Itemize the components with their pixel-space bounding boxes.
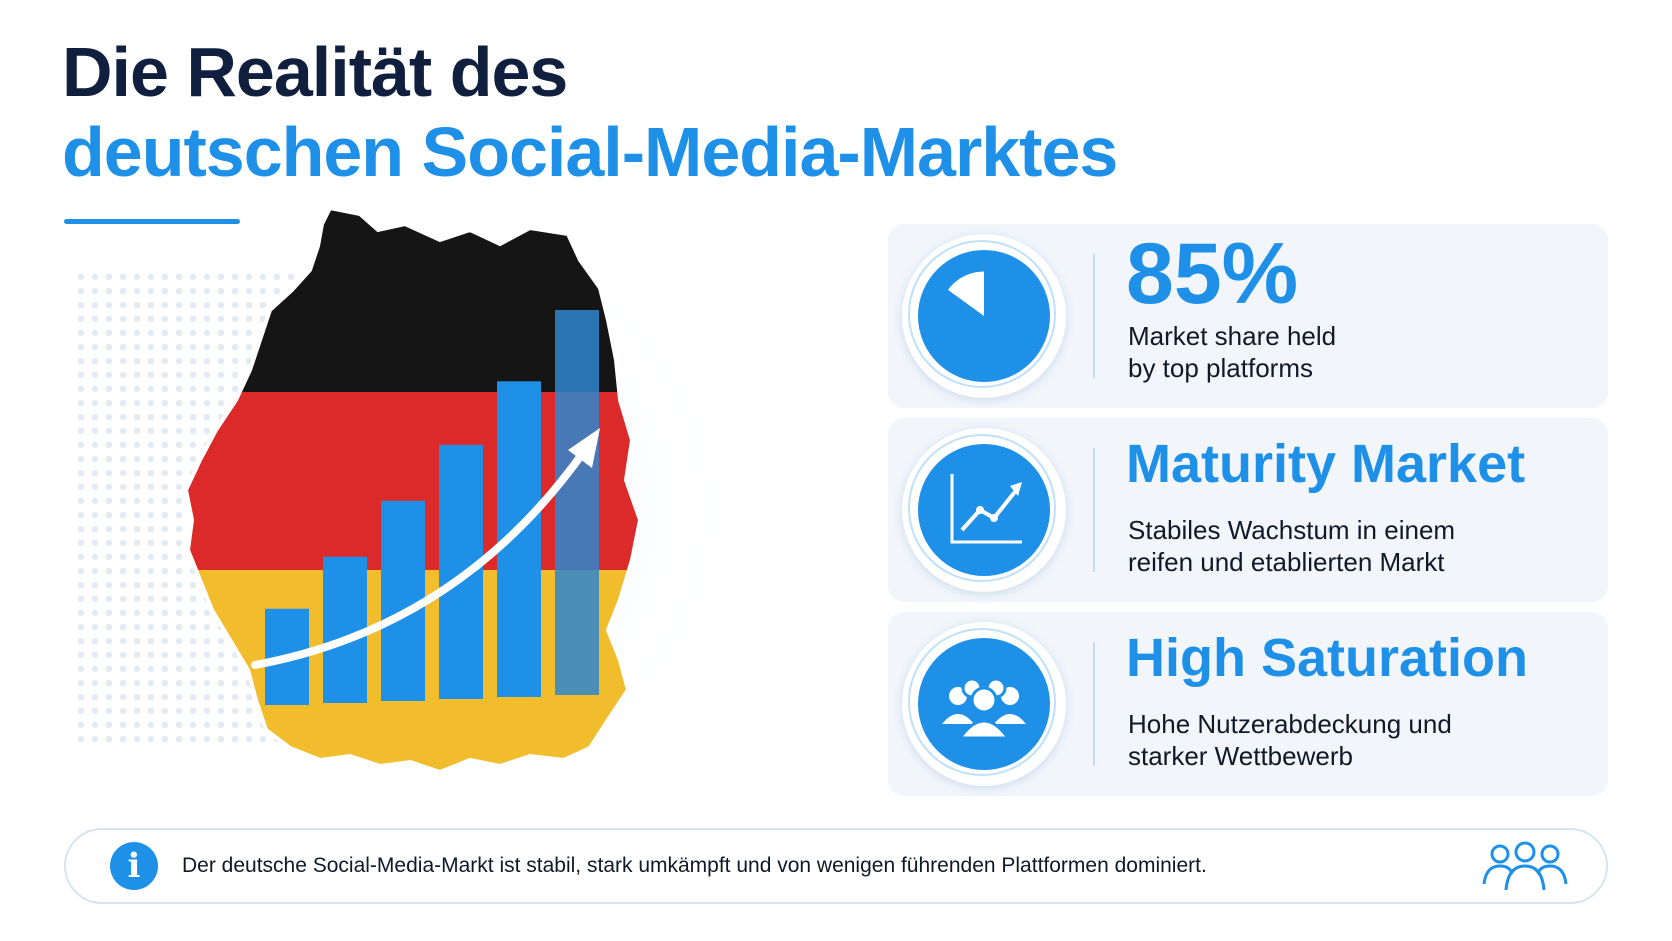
desc-line: reifen und etablierten Markt xyxy=(1128,547,1445,577)
group-icon xyxy=(902,622,1066,786)
rising-bar-chart xyxy=(265,310,599,705)
high-saturation-description: Hohe Nutzerabdeckung und starker Wettbew… xyxy=(1128,708,1588,772)
desc-line: starker Wettbewerb xyxy=(1128,741,1353,771)
growth-arrow xyxy=(251,446,589,669)
desc-line: Market share held xyxy=(1128,321,1337,351)
card-market-share: 85% Market share held by top platforms xyxy=(888,224,1608,408)
chart-bar xyxy=(323,556,367,703)
card-high-saturation: High Saturation Hohe Nutzerabdeckung und… xyxy=(888,612,1608,796)
card-divider xyxy=(1093,448,1095,572)
info-icon: i xyxy=(110,842,158,890)
market-share-value: 85% xyxy=(1126,226,1299,322)
maturity-market-description: Stabiles Wachstum in einem reifen und et… xyxy=(1128,514,1588,578)
page-title: Die Realität des deutschen Social-Media-… xyxy=(62,32,1118,192)
desc-line: Stabiles Wachstum in einem xyxy=(1128,515,1456,545)
line-chart-icon xyxy=(902,428,1066,592)
info-banner: i Der deutsche Social-Media-Markt ist st… xyxy=(64,828,1608,904)
maturity-market-heading: Maturity Market xyxy=(1126,434,1526,494)
info-text: Der deutsche Social-Media-Markt ist stab… xyxy=(182,854,1207,877)
growth-arrow-head xyxy=(568,428,600,468)
chart-bar xyxy=(381,500,425,701)
card-divider xyxy=(1093,254,1095,378)
desc-line: Hohe Nutzerabdeckung und xyxy=(1128,709,1452,739)
pie-chart-icon xyxy=(902,234,1066,398)
title-line-1: Die Realität des xyxy=(62,33,568,111)
market-share-description: Market share held by top platforms xyxy=(1128,320,1588,384)
chart-bar xyxy=(555,310,599,695)
title-line-2: deutschen Social-Media-Marktes xyxy=(62,113,1118,191)
germany-map-illustration xyxy=(60,200,820,840)
title-underline xyxy=(64,219,240,224)
card-divider xyxy=(1093,642,1095,766)
people-outline-icon xyxy=(1482,841,1568,891)
chart-bar xyxy=(439,444,483,699)
card-maturity-market: Maturity Market Stabiles Wachstum in ein… xyxy=(888,418,1608,602)
stat-cards: 85% Market share held by top platforms M… xyxy=(888,224,1608,806)
desc-line: by top platforms xyxy=(1128,353,1313,383)
high-saturation-heading: High Saturation xyxy=(1126,628,1528,688)
